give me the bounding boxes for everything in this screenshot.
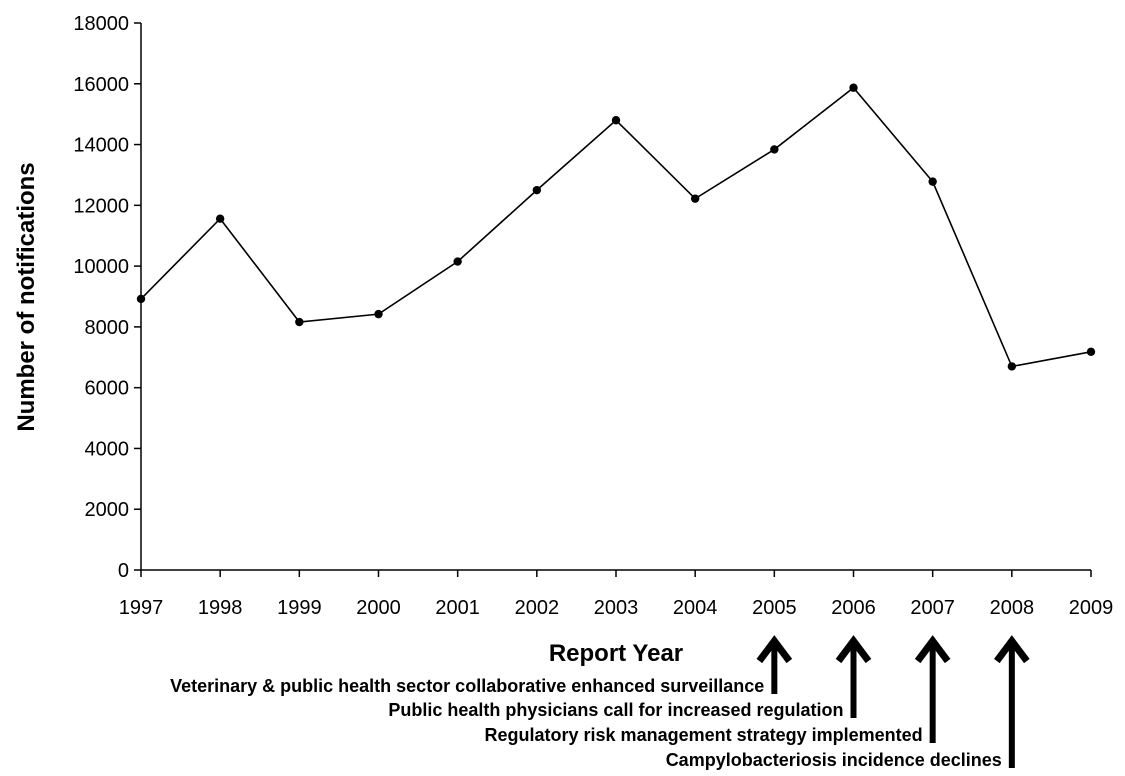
annotation-label: Public health physicians call for increa… [388,700,843,720]
y-axis: 0 2000 4000 6000 8000 10000 12000 14000 16000 180… [73,13,142,582]
y-tick-label: 14000 [73,135,129,157]
series-line [140,86,1092,368]
y-tick-label: 4000 [85,438,130,460]
x-tick-label: 2007 [910,597,955,619]
data-point [849,83,858,92]
data-point [770,145,779,154]
annotation-label: Regulatory risk management strategy impl… [485,725,923,745]
x-tick-label: 2006 [831,597,876,619]
x-tick-label: 2004 [673,597,718,619]
x-tick-label: 2005 [752,597,797,619]
y-tick-label: 8000 [85,317,130,339]
data-point [374,309,383,319]
annotation-label: Veterinary & public health sector collab… [170,676,764,696]
annotation-arrowhead [994,635,1030,664]
x-tick-label: 2000 [356,597,401,619]
x-axis: 1997 1998 1999 2000 2001 2002 2003 2004 2005 2006… [119,569,1114,619]
data-point [690,194,700,203]
x-tick-label: 2003 [594,597,639,619]
y-tick-label: 10000 [73,256,129,278]
data-point [611,116,621,125]
annotations: Veterinary & public health sector collab… [170,635,1030,770]
data-point [453,257,462,266]
data-point [532,185,542,195]
data-point [1086,347,1096,357]
data-point [1007,362,1017,371]
annotation-arrowhead [835,635,872,664]
y-tick-label: 18000 [73,13,129,35]
data-point [295,317,304,327]
x-tick-label: 1999 [277,597,322,619]
annotation-label: Campylobacteriosis incidence declines [666,750,1002,770]
y-tick-label: 2000 [85,499,130,521]
series [136,83,1096,371]
y-axis-title: Number of notifications [13,162,40,431]
data-point [136,294,146,304]
annotation-arrowhead [756,635,793,664]
x-tick-label: 2009 [1069,597,1114,619]
data-point [928,177,937,186]
x-tick-label: 2008 [990,597,1035,619]
data-point [215,214,225,223]
x-tick-label: 2001 [435,597,480,619]
y-tick-label: 16000 [73,74,129,96]
y-tick-label: 12000 [73,195,129,217]
y-tick-label: 0 [118,560,129,582]
x-axis-title: Report Year [549,640,683,667]
annotation-arrowhead [914,635,951,664]
x-tick-label: 2002 [515,597,560,619]
x-tick-label: 1997 [119,597,164,619]
x-tick-label: 1998 [198,597,243,619]
y-tick-label: 6000 [85,378,130,400]
